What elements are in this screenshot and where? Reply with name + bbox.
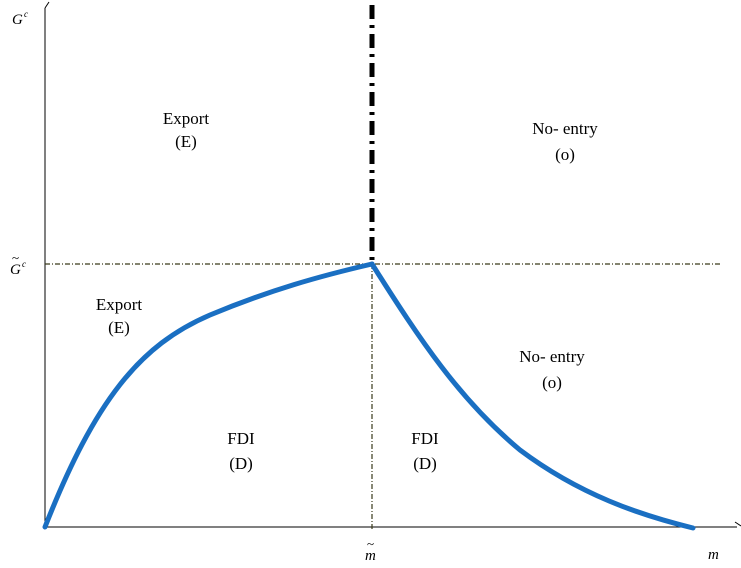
region-fdi-right-name: FDI (411, 429, 439, 448)
x-axis-arrowhead (734, 521, 741, 527)
y-axis-arrowhead (44, 1, 50, 9)
region-noentry-top-name: No- entry (532, 119, 598, 138)
fdi-boundary-curve-left (42, 261, 375, 530)
region-export-bottom-name: Export (96, 295, 143, 314)
y-threshold-tilde: ~ (12, 250, 19, 265)
fdi-boundary-curve-right (369, 261, 696, 531)
y-threshold-label: G (10, 262, 21, 278)
region-export-top-code: (E) (175, 132, 197, 151)
region-noentry-bottom-name: No- entry (519, 347, 585, 366)
region-noentry-top-code: (o) (555, 145, 575, 164)
x-threshold-label: m (365, 548, 376, 564)
region-fdi-right-code: (D) (413, 454, 437, 473)
region-export-top-name: Export (163, 109, 210, 128)
y-threshold-superscript: c (22, 259, 26, 269)
y-axis-superscript: c (24, 9, 28, 19)
x-axis-label: m (708, 547, 719, 563)
region-fdi-left-name: FDI (227, 429, 255, 448)
region-export-bottom-code: (E) (108, 318, 130, 337)
region-fdi-left-code: (D) (229, 454, 253, 473)
y-axis-label: G (12, 12, 23, 28)
x-threshold-tilde: ~ (367, 536, 374, 551)
region-noentry-bottom-code: (o) (542, 373, 562, 392)
